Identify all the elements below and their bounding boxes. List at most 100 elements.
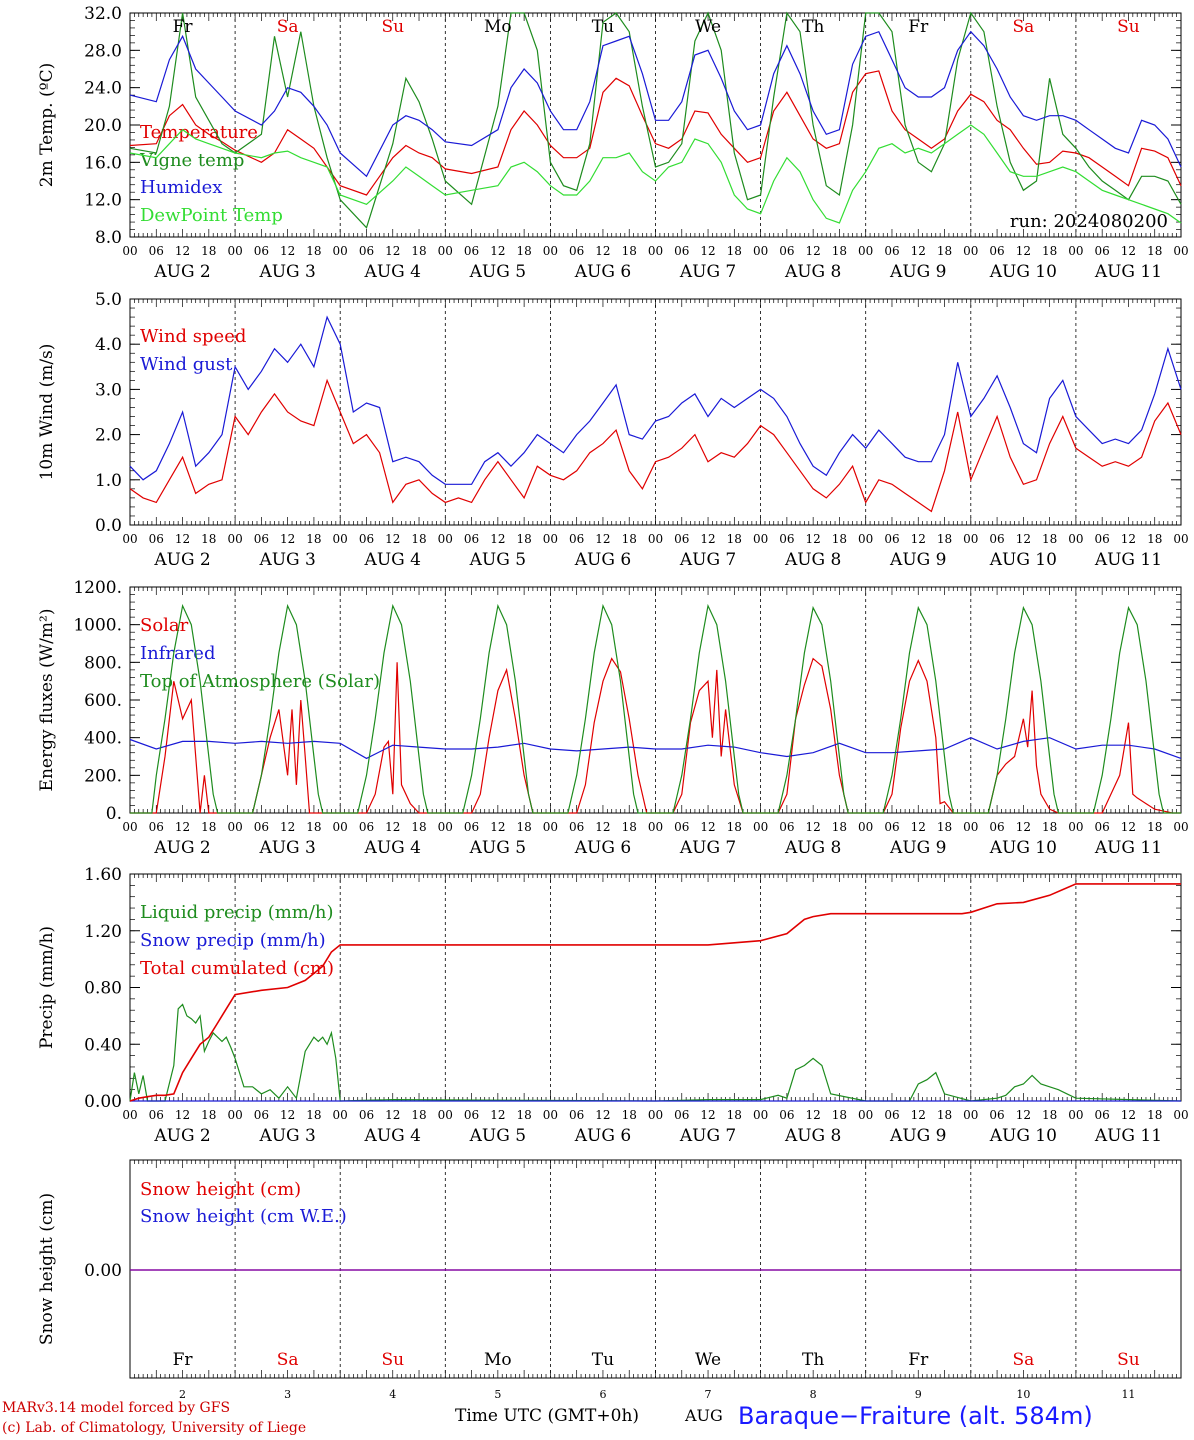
y-tick-label: 1.0 xyxy=(95,471,122,491)
day-label: AUG 10 xyxy=(989,1126,1057,1146)
hour-tick-label: 06 xyxy=(989,820,1004,834)
weekday-label-top: Th xyxy=(802,17,824,37)
hour-tick-label: 12 xyxy=(1121,532,1136,546)
hour-tick-label: 18 xyxy=(1147,820,1162,834)
day-label: AUG 6 xyxy=(574,262,631,282)
hour-tick-label: 18 xyxy=(201,244,216,258)
weekday-label-top: Mo xyxy=(484,17,512,37)
hour-tick-label: 00 xyxy=(438,532,453,546)
day-label: AUG 8 xyxy=(784,262,841,282)
hour-tick-label: 12 xyxy=(490,532,505,546)
hour-tick-label: 06 xyxy=(569,532,584,546)
hour-tick-label: 12 xyxy=(385,244,400,258)
y-tick-label: 16.0 xyxy=(84,153,122,173)
series-line-wind-gust xyxy=(129,315,1182,485)
hour-tick-label: 12 xyxy=(1121,1108,1136,1122)
day-label: AUG 6 xyxy=(574,1126,631,1146)
hour-tick-label: 00 xyxy=(122,244,137,258)
legend-snow-height-cm-w-e-: Snow height (cm W.E.) xyxy=(140,1206,347,1227)
y-tick-label: 1.20 xyxy=(84,922,122,942)
hour-tick-label: 00 xyxy=(333,244,348,258)
weekday-label-top: We xyxy=(695,17,721,37)
y-tick-label: 4.0 xyxy=(95,335,122,355)
weekday-label-top: Sa xyxy=(277,17,299,37)
day-label: AUG 4 xyxy=(364,550,421,570)
weekday-label-bottom: Th xyxy=(802,1350,824,1370)
hour-tick-label: 12 xyxy=(1016,532,1031,546)
day-label: AUG 9 xyxy=(889,262,946,282)
day-number-label: 7 xyxy=(705,1388,712,1401)
y-axis-label: Energy fluxes (W/m²) xyxy=(37,609,57,792)
hour-tick-label: 12 xyxy=(280,532,295,546)
y-tick-label: 400. xyxy=(84,729,122,749)
y-axis-label: 10m Wind (m/s) xyxy=(37,344,57,481)
y-tick-label: 800. xyxy=(84,653,122,673)
day-label: AUG 11 xyxy=(1094,838,1162,858)
day-number-label: 8 xyxy=(810,1388,817,1401)
hour-tick-label: 00 xyxy=(963,820,978,834)
weekday-label-top: Fr xyxy=(908,17,929,37)
hour-tick-label: 18 xyxy=(1147,244,1162,258)
lab-credit: (c) Lab. of Climatology, University of L… xyxy=(2,1420,307,1436)
hour-tick-label: 06 xyxy=(674,1108,689,1122)
hour-tick-label: 12 xyxy=(700,1108,715,1122)
y-tick-label: 28.0 xyxy=(84,41,122,61)
y-tick-label: 0. xyxy=(106,804,122,824)
day-label: AUG 5 xyxy=(469,1126,526,1146)
y-tick-label: 5.0 xyxy=(95,290,122,310)
weekday-label-bottom: Sa xyxy=(277,1350,299,1370)
hour-tick-label: 18 xyxy=(937,1108,952,1122)
hour-tick-label: 12 xyxy=(175,244,190,258)
hour-tick-label: 12 xyxy=(280,1108,295,1122)
hour-tick-label: 00 xyxy=(648,1108,663,1122)
hour-tick-label: 18 xyxy=(306,1108,321,1122)
hour-tick-label: 12 xyxy=(911,820,926,834)
hour-tick-label: 00 xyxy=(227,244,242,258)
y-tick-label: 1200. xyxy=(73,578,122,598)
legend-wind-speed: Wind speed xyxy=(140,326,246,347)
hour-tick-label: 06 xyxy=(569,820,584,834)
hour-tick-label: 18 xyxy=(832,244,847,258)
hour-tick-label: 06 xyxy=(464,244,479,258)
day-label: AUG 5 xyxy=(469,262,526,282)
hour-tick-label: 00 xyxy=(227,1108,242,1122)
hour-tick-label: 00 xyxy=(438,1108,453,1122)
hour-tick-label: 00 xyxy=(438,820,453,834)
hour-tick-label: 12 xyxy=(700,820,715,834)
hour-tick-label: 00 xyxy=(648,532,663,546)
day-number-label: 11 xyxy=(1121,1388,1135,1401)
hour-tick-label: 18 xyxy=(516,244,531,258)
hour-tick-label: 18 xyxy=(1042,244,1057,258)
hour-tick-label: 12 xyxy=(175,532,190,546)
y-tick-label: 8.0 xyxy=(95,228,122,248)
hour-tick-label: 06 xyxy=(359,820,374,834)
y-tick-label: 0.40 xyxy=(84,1035,122,1055)
hour-tick-label: 06 xyxy=(1095,1108,1110,1122)
y-tick-label: 0.00 xyxy=(84,1261,122,1281)
hour-tick-label: 12 xyxy=(1121,244,1136,258)
hour-tick-label: 12 xyxy=(806,244,821,258)
hour-tick-label: 18 xyxy=(937,820,952,834)
day-label: AUG 3 xyxy=(258,550,315,570)
y-tick-label: 1.60 xyxy=(84,865,122,885)
day-label: AUG 8 xyxy=(784,838,841,858)
weekday-label-top: Fr xyxy=(173,17,194,37)
hour-tick-label: 06 xyxy=(674,820,689,834)
hour-tick-label: 18 xyxy=(411,532,426,546)
legend-humidex: Humidex xyxy=(140,177,222,198)
legend-infrared: Infrared xyxy=(140,643,215,664)
hour-tick-label: 12 xyxy=(595,820,610,834)
hour-tick-label: 06 xyxy=(779,1108,794,1122)
hour-tick-label: 18 xyxy=(1042,820,1057,834)
hour-tick-label: 00 xyxy=(227,820,242,834)
hour-tick-label: 06 xyxy=(989,1108,1004,1122)
y-tick-label: 20.0 xyxy=(84,116,122,136)
legend-liquid-precip-mm-h-: Liquid precip (mm/h) xyxy=(140,902,334,923)
hour-tick-label: 06 xyxy=(1095,244,1110,258)
legend-solar: Solar xyxy=(140,615,189,636)
y-tick-label: 0.00 xyxy=(84,1092,122,1112)
hour-tick-label: 18 xyxy=(622,820,637,834)
hour-tick-label: 18 xyxy=(622,244,637,258)
y-axis-label: Precip (mm/h) xyxy=(37,926,57,1049)
hour-tick-label: 18 xyxy=(832,532,847,546)
